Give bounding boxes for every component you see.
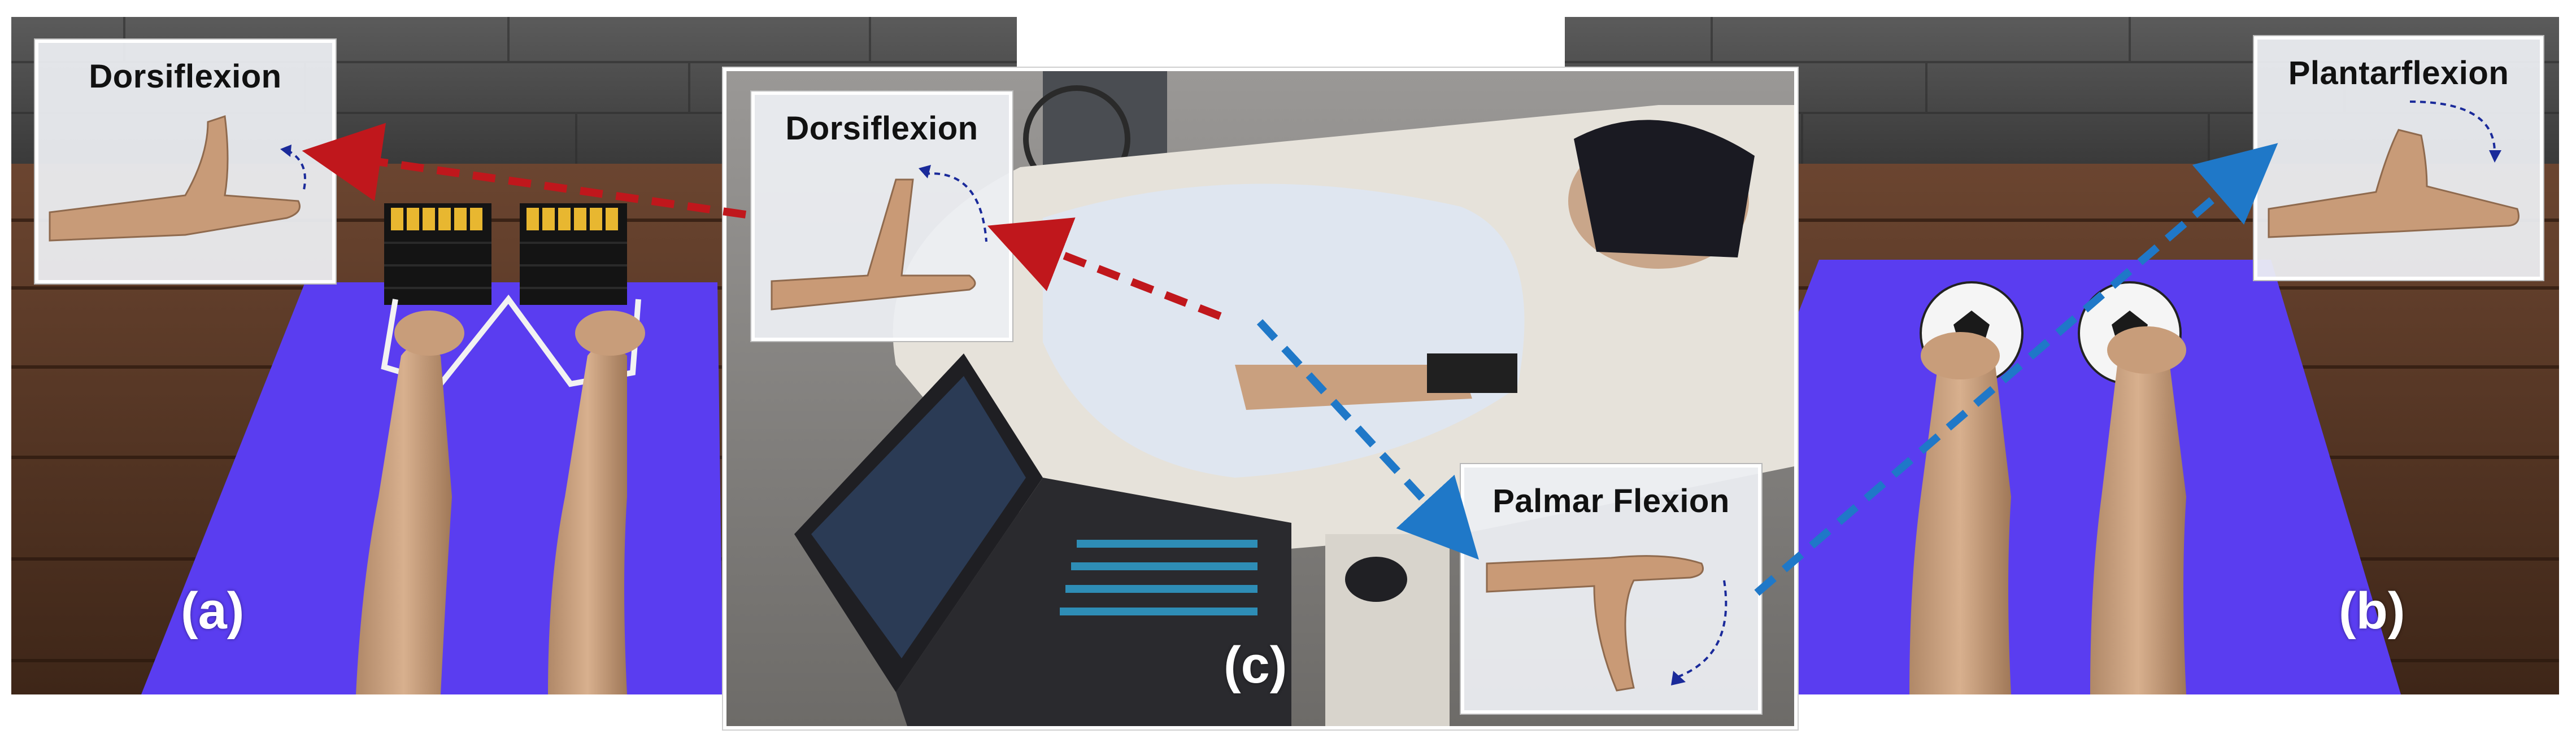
panel-tag-b: (b) xyxy=(2339,582,2405,640)
panel-c-clinical-photo: Dorsiflexion Palmar Flexion (c) xyxy=(723,68,1798,729)
hand-palmar-flexion-illustration xyxy=(1486,555,1728,692)
inset-label: Dorsiflexion xyxy=(89,58,282,95)
hand-dorsiflexion-illustration xyxy=(771,165,987,311)
foot-plantarflexion-illustration xyxy=(2268,101,2520,238)
inset-palmar-flexion-hand: Palmar Flexion xyxy=(1461,464,1761,714)
inset-label: Plantarflexion xyxy=(2288,55,2509,91)
inset-dorsiflexion-hand: Dorsiflexion xyxy=(751,91,1012,341)
inset-label: Dorsiflexion xyxy=(785,110,978,147)
inset-dorsiflexion-foot: Dorsiflexion xyxy=(35,40,336,283)
panel-tag-a: (a) xyxy=(181,582,245,640)
inset-plantarflexion-foot: Plantarflexion xyxy=(2254,36,2543,280)
inset-label: Palmar Flexion xyxy=(1492,483,1730,519)
foot-dorsiflexion-illustration xyxy=(49,115,306,242)
panel-tag-c: (c) xyxy=(1224,636,1287,694)
